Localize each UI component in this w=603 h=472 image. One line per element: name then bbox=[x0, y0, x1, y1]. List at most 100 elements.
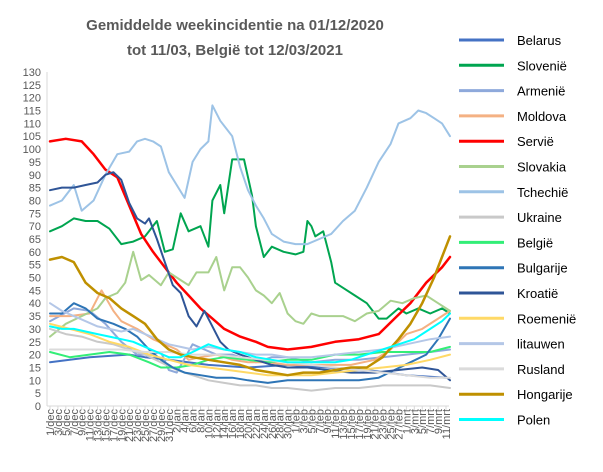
x-tick-label: 20/jan bbox=[243, 409, 255, 439]
y-tick-label: 45 bbox=[29, 285, 41, 297]
x-tick-label: 21/feb bbox=[370, 409, 382, 440]
x-tick-label: 18/jan bbox=[235, 409, 247, 439]
y-tick-label: 115 bbox=[23, 106, 41, 118]
legend-label: Hongarije bbox=[517, 387, 573, 402]
y-tick-label: 50 bbox=[29, 273, 41, 285]
y-tick-label: 10 bbox=[29, 375, 41, 387]
chart-title-line-2: tot 11/03, België tot 12/03/2021 bbox=[127, 42, 343, 59]
x-tick-label: 7/feb bbox=[314, 409, 326, 433]
x-tick-label: 22/jan bbox=[251, 409, 263, 439]
y-tick-label: 130 bbox=[23, 67, 41, 79]
y-tick-label: 20 bbox=[29, 350, 41, 362]
x-tick-label: 12/jan bbox=[211, 409, 223, 439]
x-tick-label: 8/jan bbox=[195, 409, 207, 433]
x-tick-label: 11/mrt bbox=[441, 409, 453, 439]
x-tick-label: 11/dec bbox=[85, 409, 97, 442]
x-tick-label: 15/dec bbox=[100, 409, 112, 443]
x-tick-label: 17/feb bbox=[354, 409, 366, 440]
legend-label: Roemenië bbox=[517, 311, 576, 326]
x-tick-label: 19/feb bbox=[362, 409, 374, 440]
x-tick-label: 14/jan bbox=[219, 409, 231, 439]
x-tick-label: 26/jan bbox=[267, 409, 279, 439]
y-tick-label: 70 bbox=[29, 221, 41, 233]
x-tick-label: 5/dec bbox=[61, 409, 73, 436]
x-tick-label: 23/feb bbox=[378, 409, 390, 440]
x-tick-label: 2/jan bbox=[172, 409, 184, 433]
x-tick-label: 21/dec bbox=[124, 409, 136, 443]
x-tick-label: 16/jan bbox=[227, 409, 239, 439]
legend-label: Armenië bbox=[517, 84, 565, 99]
x-tick-label: 30/jan bbox=[283, 409, 295, 439]
legend-label: Servië bbox=[517, 134, 554, 149]
series-line-slovenie bbox=[49, 158, 451, 320]
legend-label: Bulgarije bbox=[517, 261, 568, 276]
x-tick-label: 9/dec bbox=[77, 409, 89, 436]
x-tick-label: 3/dec bbox=[53, 409, 65, 436]
x-tick-label: 27/dec bbox=[148, 409, 160, 443]
y-tick-label: 55 bbox=[29, 260, 41, 272]
x-tick-label: 1/mrt bbox=[401, 409, 413, 434]
y-tick-label: 25 bbox=[29, 337, 41, 349]
x-tick-label: 6/jan bbox=[188, 409, 200, 433]
x-tick-label: 11/feb bbox=[330, 409, 342, 439]
y-tick-label: 35 bbox=[29, 311, 41, 323]
series-line-polen bbox=[49, 312, 451, 364]
x-tick-label: 1/feb bbox=[291, 409, 303, 433]
x-tick-label: 28/jan bbox=[275, 409, 287, 439]
x-tick-label: 19/dec bbox=[116, 409, 128, 443]
x-tick-label: 31/dec bbox=[164, 409, 176, 443]
legend: Belarus Slovenië Armenië Moldova Servië Slova… bbox=[459, 33, 576, 428]
y-tick-label: 65 bbox=[29, 234, 41, 246]
y-tick-label: 15 bbox=[29, 362, 41, 374]
legend-label: Belarus bbox=[517, 33, 562, 48]
legend-label: Slovakia bbox=[517, 160, 567, 175]
y-tick-label: 60 bbox=[29, 247, 41, 259]
legend-label: Tchechië bbox=[517, 185, 568, 200]
y-tick-label: 30 bbox=[29, 324, 41, 336]
y-tick-label: 5 bbox=[35, 388, 41, 400]
legend-label: Slovenië bbox=[517, 58, 567, 73]
chart-title-line-1: Gemiddelde weekincidentie na 01/12/2020 bbox=[86, 17, 384, 34]
y-tick-label: 120 bbox=[23, 93, 41, 105]
y-tick-label: 90 bbox=[29, 170, 41, 182]
series-line-tchechie bbox=[49, 104, 451, 246]
y-tick-label: 105 bbox=[23, 131, 41, 143]
y-axis: 0510152025303540455055606570758085909510… bbox=[23, 67, 48, 413]
x-tick-label: 3/mrt bbox=[409, 409, 421, 434]
series-line-ukraine bbox=[49, 327, 451, 392]
y-tick-label: 80 bbox=[29, 195, 41, 207]
x-tick-label: 9/mrt bbox=[433, 409, 445, 434]
y-tick-label: 75 bbox=[29, 208, 41, 220]
x-tick-label: 7/dec bbox=[69, 409, 81, 436]
x-axis: 1/dec3/dec5/dec7/dec9/dec11/dec13/dec15/… bbox=[45, 405, 453, 443]
legend-label: Kroatië bbox=[517, 286, 558, 301]
x-tick-label: 5/feb bbox=[306, 409, 318, 433]
x-tick-label: 17/dec bbox=[108, 409, 120, 443]
x-tick-label: 13/dec bbox=[93, 409, 105, 443]
x-tick-label: 7/mrt bbox=[425, 409, 437, 434]
x-tick-label: 24/jan bbox=[259, 409, 271, 439]
x-tick-label: 10/jan bbox=[203, 409, 215, 439]
legend-label: Ukraine bbox=[517, 210, 562, 225]
x-tick-label: 4/jan bbox=[180, 409, 192, 433]
legend-label: Rusland bbox=[517, 362, 565, 377]
y-tick-label: 110 bbox=[23, 118, 41, 130]
x-tick-label: 9/feb bbox=[322, 409, 334, 433]
x-tick-label: 27/feb bbox=[393, 409, 405, 440]
y-tick-label: 0 bbox=[35, 401, 41, 413]
y-tick-label: 100 bbox=[23, 144, 41, 156]
y-tick-label: 95 bbox=[29, 157, 41, 169]
x-tick-label: 1/dec bbox=[45, 409, 57, 436]
series-line-hongarije bbox=[48, 235, 452, 377]
y-tick-label: 85 bbox=[29, 183, 41, 195]
x-tick-label: 25/dec bbox=[140, 409, 152, 443]
legend-label: Polen bbox=[517, 413, 550, 428]
x-tick-label: 5/mrt bbox=[417, 409, 429, 434]
x-tick-label: 25/feb bbox=[386, 409, 398, 440]
series-line-roemenie bbox=[49, 322, 451, 377]
x-tick-label: 3/feb bbox=[298, 409, 310, 433]
y-tick-label: 40 bbox=[29, 298, 41, 310]
series-line-slovakia bbox=[49, 250, 451, 338]
